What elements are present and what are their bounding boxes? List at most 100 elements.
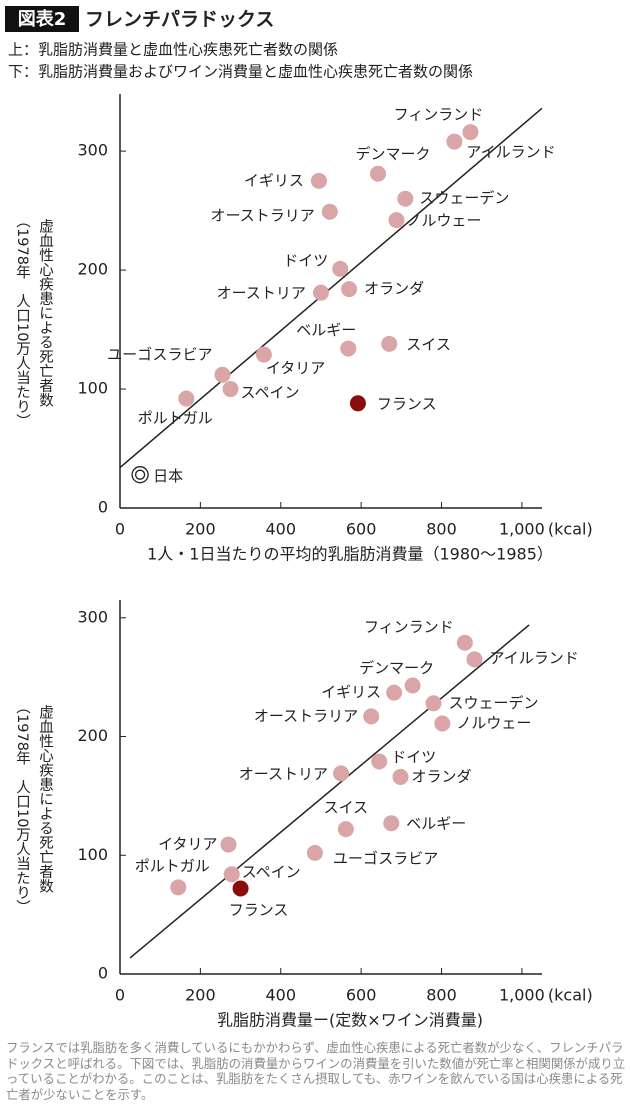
point [321,203,338,220]
point-label: ユーゴスラビア [333,849,438,867]
point-label: 日本 [153,467,183,485]
point [223,866,240,883]
point [337,821,354,838]
y-tick-label: 0 [98,964,108,983]
subtitle: 上：乳脂肪消費量と虚血性心疾患死亡者数の関係 [8,41,338,59]
x-axis-title: 1人・1日当たりの平均的乳脂肪消費量（1980〜1985） [147,545,553,564]
point [255,346,272,363]
x-tick-label: 0 [115,986,125,1005]
y-axis-title: （1978年 人口10万人当たり） [14,700,30,915]
figure-title: フレンチパラドックス [85,9,274,31]
point [388,212,405,229]
point [340,340,357,357]
point [178,390,195,407]
y-tick-label: 200 [77,726,108,745]
x-axis-title: 乳脂肪消費量ー(定数×ワイン消費量) [217,1011,483,1030]
point-label: デンマーク [359,659,434,677]
point [383,815,400,832]
x-tick-label: 200 [185,520,216,539]
subtitle: 下：乳脂肪消費量およびワイン消費量と虚血性心疾患死亡者数の関係 [8,63,473,81]
point-label: スウェーデン [448,694,538,712]
point [392,768,409,785]
point [434,715,451,732]
point [349,395,366,412]
point-inner-ring [134,469,146,480]
y-tick-label: 100 [77,379,108,398]
y-tick-label: 300 [77,607,108,626]
point [131,466,149,484]
point [332,260,349,277]
point-label: オーストラリア [211,206,315,224]
point-label: アイルランド [489,649,578,667]
point-label: イタリア [158,835,217,853]
point-label: イギリス [244,171,304,189]
x-tick-label: 400 [265,520,296,539]
x-unit: (kcal) [548,520,593,539]
y-tick-label: 300 [77,141,108,160]
point [404,677,421,694]
point-label: スイス [324,799,369,817]
point [425,695,442,712]
point [370,165,387,182]
point [341,281,358,298]
x-tick-label: 800 [426,520,457,539]
point-label: ポルトガル [138,409,213,427]
x-tick-label: 200 [185,986,216,1005]
point-label: ベルギー [406,815,466,833]
badge-box [5,6,79,32]
point [462,124,479,141]
point [312,284,329,301]
point-label: スウェーデン [419,189,509,207]
point-label: ドイツ [391,748,436,766]
y-tick-label: 0 [98,498,108,517]
point [220,836,237,853]
point-label: イギリス [321,683,381,701]
point-label: デンマーク [356,145,431,163]
point [333,765,350,782]
point [363,708,380,725]
point-label: ユーゴスラビア [107,345,212,363]
point-label: ドイツ [283,251,328,269]
point-label: スイス [406,335,451,353]
point-label: フランス [377,395,437,413]
y-axis-title: 虚血性心疾患による死亡者数 [37,705,53,894]
fit-line [119,107,543,469]
point-label: フィンランド [394,106,484,124]
point-label: フィンランド [364,618,454,636]
y-axis-title: （1978年 人口10万人当たり） [14,214,30,429]
x-tick-label: 0 [115,520,125,539]
point-label: オーストラリア [254,707,358,725]
point [214,366,231,383]
point-label: オーストリア [217,284,306,302]
point-label: ノルウェー [456,714,531,732]
point [371,753,388,770]
point [456,634,473,651]
point [466,651,483,668]
point [310,172,327,189]
point-label: スペイン [242,863,301,881]
x-tick-label: 400 [265,986,296,1005]
point [397,190,414,207]
x-unit: (kcal) [548,986,593,1005]
point-label: ベルギー [296,321,356,339]
point [386,684,403,701]
y-tick-label: 100 [77,845,108,864]
point-label: ポルトガル [135,857,210,875]
point [222,381,239,398]
point-label: ノルウェー [407,212,482,230]
badge: 図表2 [18,8,67,30]
y-axis-title: 虚血性心疾患による死亡者数 [37,219,53,408]
x-tick-label: 800 [426,986,457,1005]
point-label: スペイン [241,384,300,402]
x-tick-label: 1,000 [499,520,545,539]
point-label: オーストリア [239,765,328,783]
figure: 図表2 フレンチパラドックス 上：乳脂肪消費量と虚血性心疾患死亡者数の関係 下：… [5,6,593,1030]
fit-line [129,624,530,959]
caption: フランスでは乳脂肪を多く消費しているにもかかわらず、虚血性心疾患による死亡者数が… [6,1040,626,1102]
point-label: アイルランド [466,143,555,161]
point [381,335,398,352]
point [232,880,249,897]
point-label: イタリア [266,359,325,377]
x-tick-label: 600 [346,520,377,539]
